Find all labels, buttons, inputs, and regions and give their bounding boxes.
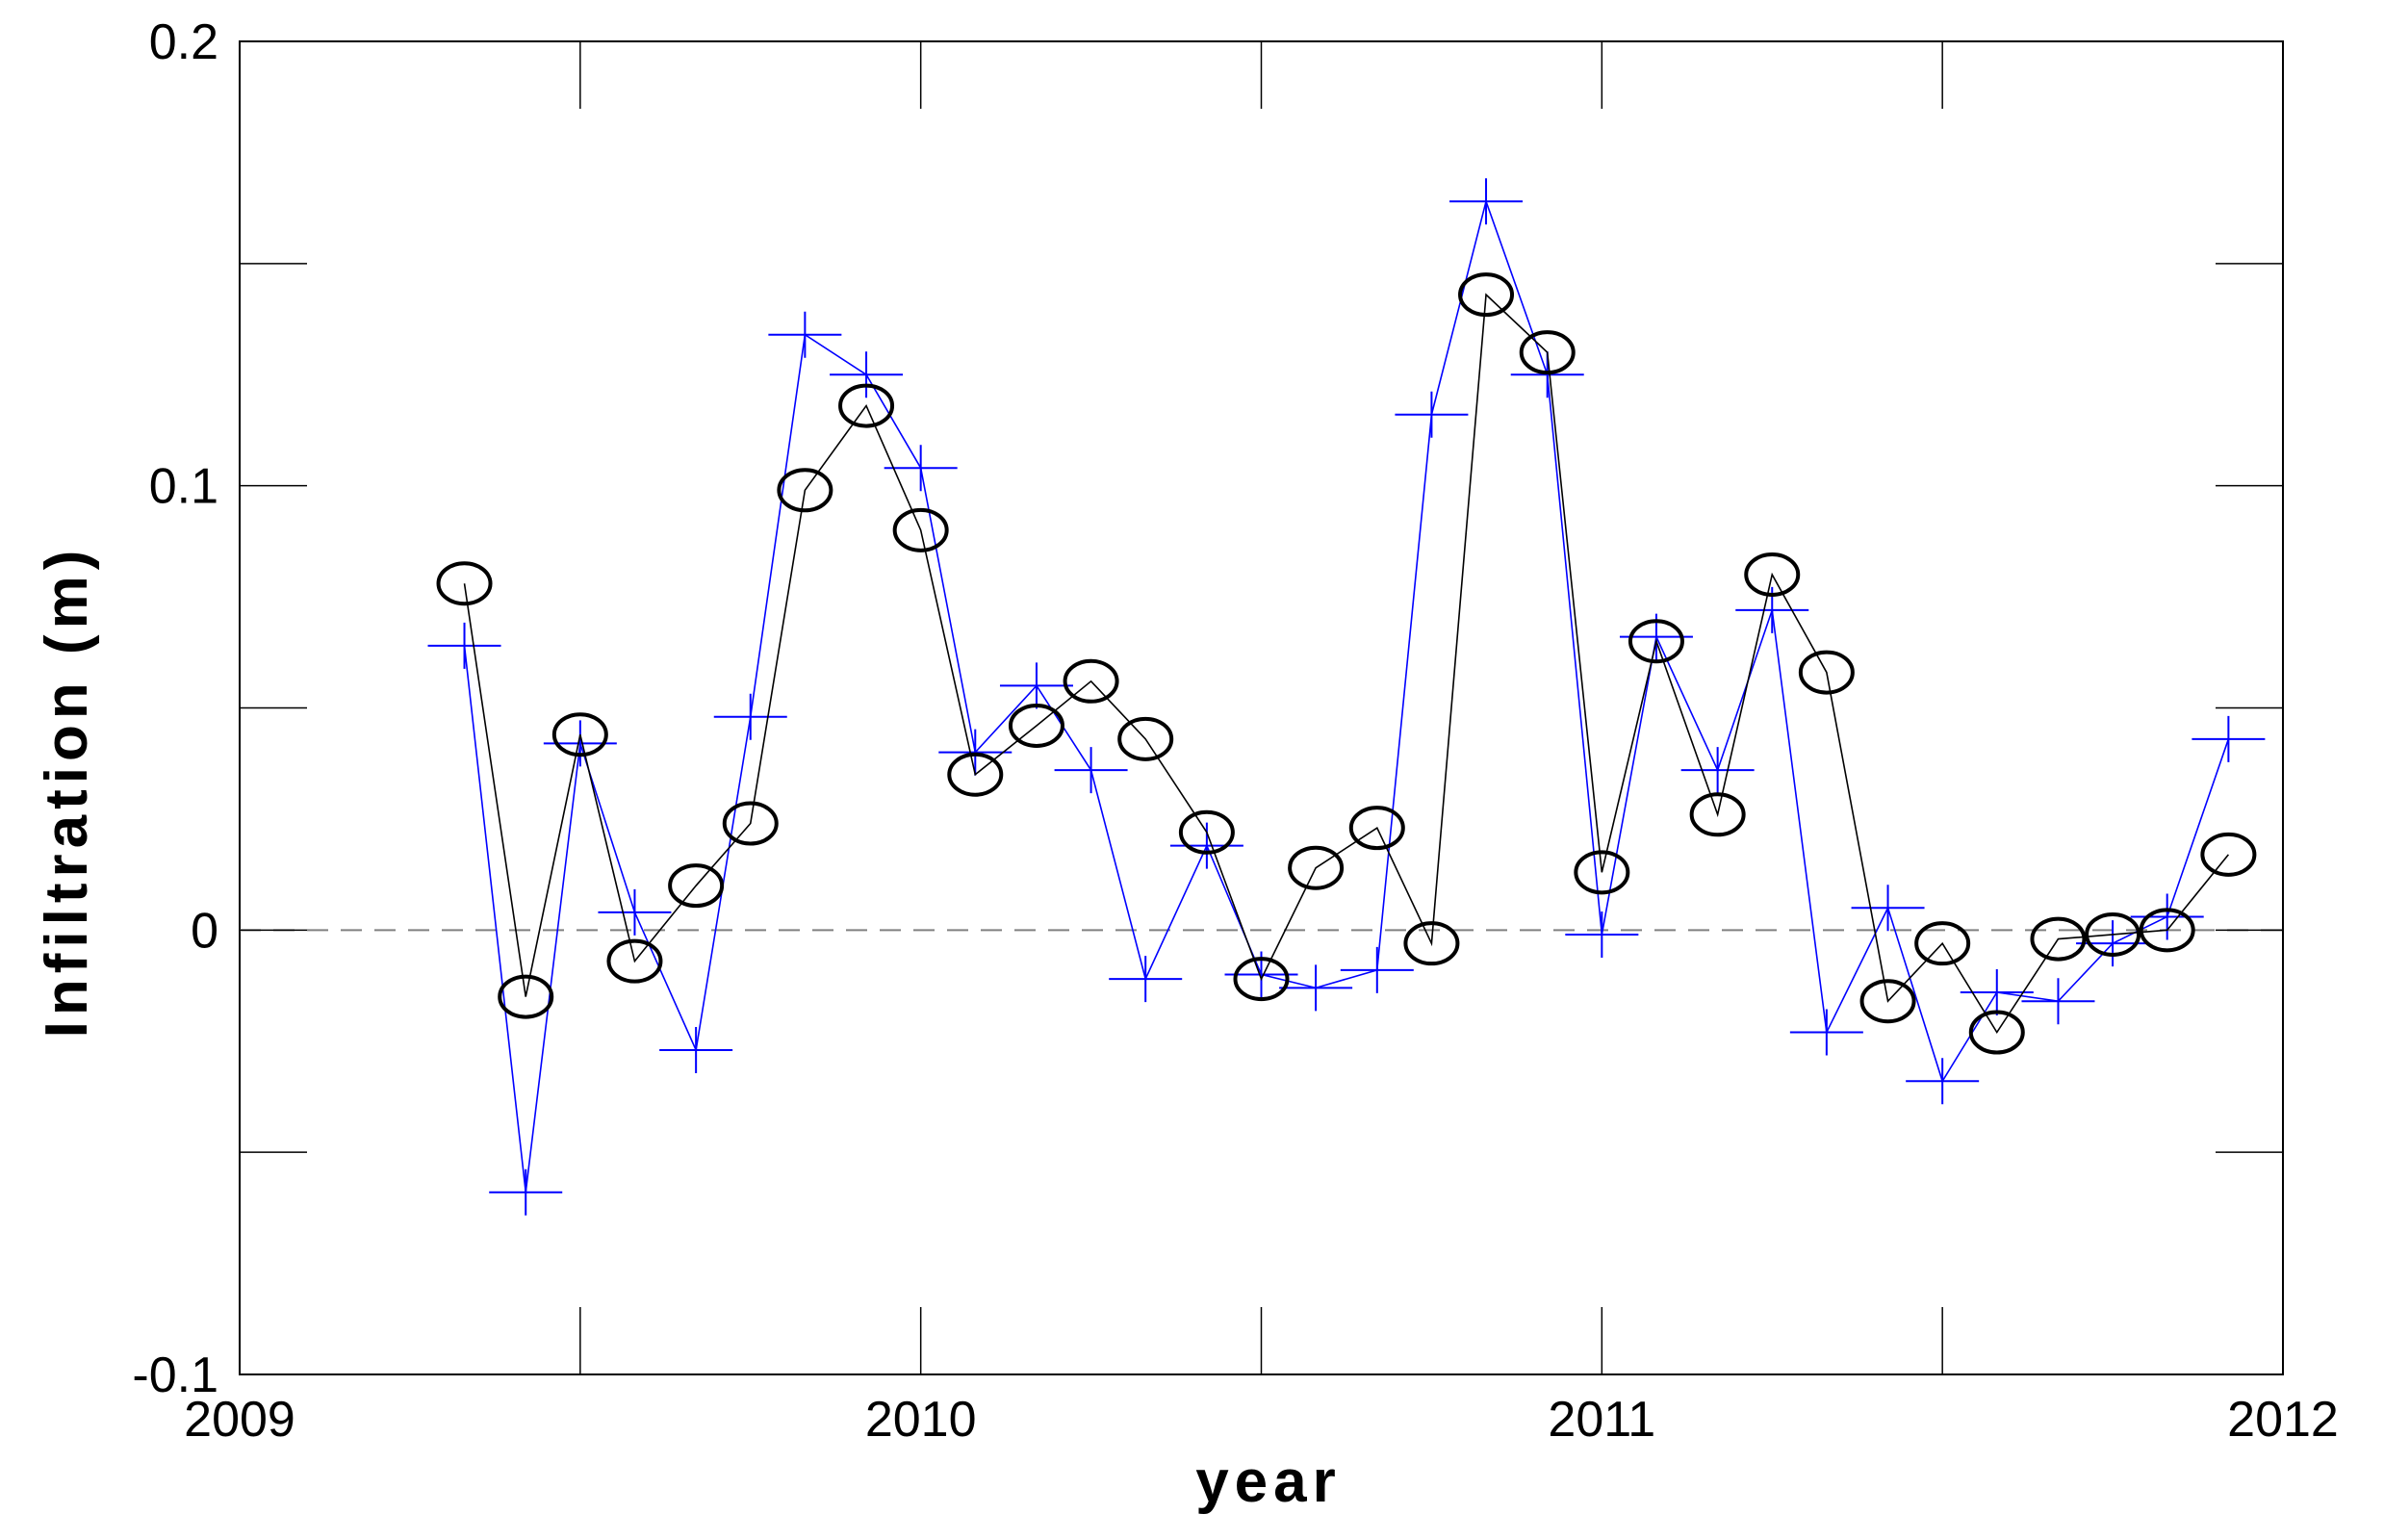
series-line-plus (463, 198, 2230, 1193)
circle-marker (1744, 552, 1801, 597)
series-line-circle (463, 293, 2230, 1035)
circle-marker (947, 752, 1004, 797)
plus-marker (713, 693, 787, 740)
y-tick-label: 0 (191, 903, 218, 959)
plus-marker (1906, 1058, 1980, 1105)
y-axis-title: Infiltration (m) (34, 545, 100, 1039)
plus-marker (427, 622, 501, 669)
x-axis-title: year (1195, 1449, 1342, 1515)
circle-marker (1178, 809, 1235, 855)
x-tick-label: 2010 (865, 1392, 977, 1448)
circle-marker (1859, 979, 1916, 1024)
circle-marker (498, 974, 554, 1019)
circle-marker (2085, 911, 2141, 957)
circle-marker (1117, 716, 1174, 761)
plus-marker (598, 888, 672, 936)
x-tick-label: 2012 (2227, 1392, 2339, 1448)
circle-marker (1914, 921, 1971, 966)
circle-marker (1798, 650, 1855, 695)
circle-marker (2200, 832, 2257, 877)
plus-marker (2130, 893, 2204, 940)
plus-marker (659, 1026, 733, 1073)
plus-marker (1449, 178, 1524, 225)
plus-marker (830, 351, 904, 398)
circle-marker (838, 383, 895, 428)
circle-marker (1348, 806, 1405, 851)
plus-marker (489, 1168, 563, 1216)
plus-marker (2192, 715, 2266, 762)
circle-marker (2030, 916, 2087, 962)
circle-marker (1519, 330, 1576, 375)
plus-marker (1109, 956, 1183, 1003)
plus-marker (1851, 885, 1925, 932)
plus-marker (1340, 946, 1414, 993)
circle-marker (1968, 1010, 2025, 1055)
y-tick-label: 0.2 (149, 14, 218, 70)
plus-marker (1680, 747, 1755, 794)
circle-marker (1628, 619, 1684, 664)
plus-marker (1279, 964, 1353, 1012)
circle-marker (1233, 957, 1290, 1002)
y-tick-label: 0.1 (149, 459, 218, 515)
circle-marker (1288, 845, 1345, 890)
plus-marker (884, 445, 958, 492)
x-tick-label: 2011 (1548, 1392, 1655, 1448)
plus-marker (1395, 391, 1469, 438)
circle-marker (606, 938, 663, 984)
circle-marker (1063, 658, 1119, 704)
circle-marker (2139, 908, 2195, 953)
circle-marker (551, 712, 608, 757)
plot-frame (239, 40, 2284, 1375)
plus-marker (1169, 822, 1243, 869)
plus-marker (1054, 747, 1128, 794)
circle-marker (722, 801, 779, 846)
circle-marker (1008, 703, 1064, 748)
plus-marker (1789, 1009, 1863, 1056)
circle-marker (1458, 272, 1515, 318)
plot-area: 2009 2010 2011 2012 -0.1 0 0.1 0.2 (132, 14, 2338, 1448)
circle-marker (668, 863, 725, 909)
x-tick-label: 2009 (184, 1392, 295, 1448)
y-tick-label: -0.1 (132, 1348, 218, 1403)
circle-marker (1689, 792, 1746, 837)
circle-marker (436, 561, 493, 606)
plus-marker (999, 662, 1073, 709)
circle-marker (892, 507, 949, 552)
plus-marker (1565, 911, 1639, 958)
circle-marker (1574, 850, 1630, 895)
plus-marker (768, 311, 842, 358)
plus-marker (938, 729, 1013, 776)
circle-marker (777, 468, 833, 513)
plus-marker (2021, 978, 2095, 1025)
circle-marker (1403, 921, 1460, 966)
